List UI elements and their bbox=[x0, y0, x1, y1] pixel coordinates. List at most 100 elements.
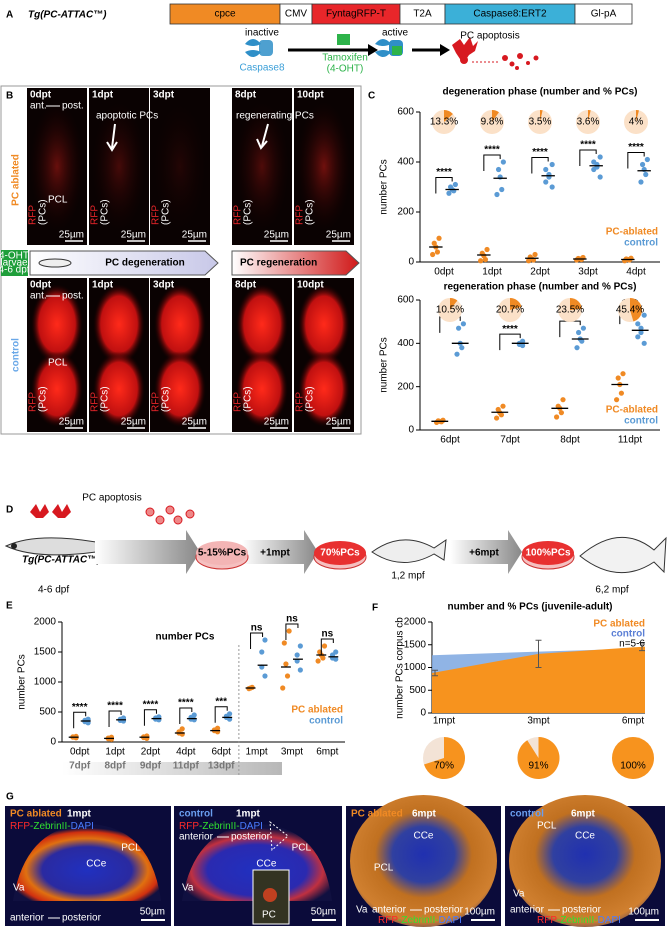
data-point bbox=[456, 325, 462, 331]
time-label: 1mpt bbox=[236, 809, 261, 820]
stain-label: RFP-ZebrinII-DAPI bbox=[10, 821, 94, 832]
panel-label: A bbox=[6, 10, 13, 21]
time-label: 6mpt bbox=[571, 809, 596, 820]
time-label: 1mpt bbox=[67, 809, 92, 820]
larva-eye bbox=[11, 543, 17, 549]
stain-part: -ZebrinII- bbox=[557, 915, 598, 926]
brain-section bbox=[182, 824, 332, 901]
larva-icon bbox=[38, 258, 72, 268]
data-point bbox=[294, 652, 300, 658]
pie-label: 9.8% bbox=[481, 117, 504, 128]
significance-bracket bbox=[285, 623, 299, 640]
rfp-signal bbox=[298, 350, 350, 427]
stage-label: 70%PCs bbox=[320, 548, 360, 559]
stage-label: PC degeneration bbox=[105, 258, 184, 269]
larva-icon bbox=[4, 537, 100, 556]
stage-arrow bbox=[242, 530, 318, 574]
legend-label: PC-ablated bbox=[606, 227, 658, 238]
arrow-head bbox=[440, 44, 450, 56]
data-point bbox=[549, 161, 555, 168]
brain-section bbox=[509, 795, 661, 927]
age-label: 7dpf bbox=[69, 761, 91, 772]
channel-label: RFP bbox=[90, 392, 101, 412]
scale-label: 25µm bbox=[182, 417, 207, 428]
pie-slice bbox=[540, 109, 543, 122]
data-point bbox=[459, 345, 465, 351]
stain-part: DAPI bbox=[71, 821, 94, 832]
pie-slice bbox=[492, 110, 499, 122]
data-point bbox=[526, 258, 532, 264]
channel-label: (PCs) bbox=[243, 386, 254, 412]
rfp-signal bbox=[236, 284, 288, 365]
age-label: 1,2 mpf bbox=[391, 571, 425, 582]
scale-label: 50µm bbox=[140, 907, 165, 918]
orientation: posterior bbox=[424, 905, 464, 916]
channel-label: RFP bbox=[233, 392, 244, 412]
region-label: CCe bbox=[86, 859, 106, 870]
rfp-signal bbox=[92, 101, 146, 232]
data-point bbox=[614, 397, 620, 403]
y-tick-label: 500 bbox=[39, 707, 56, 718]
channel-label: RFP bbox=[295, 392, 306, 412]
data-point bbox=[635, 321, 641, 327]
error-bar bbox=[639, 641, 645, 652]
significance-bracket bbox=[143, 709, 157, 726]
x-tick-label: 3dpt bbox=[578, 267, 598, 278]
significance-bracket bbox=[627, 152, 645, 169]
y-tick-label: 400 bbox=[397, 338, 414, 349]
significance-label: *** bbox=[215, 696, 227, 707]
stain-part: DAPI bbox=[439, 915, 462, 926]
pie-label: 23.5% bbox=[556, 305, 584, 316]
pie-label: 3.5% bbox=[529, 117, 552, 128]
channel-label: RFP bbox=[151, 392, 162, 412]
apoptotic-fragment bbox=[173, 515, 183, 525]
legend-label: control bbox=[309, 716, 343, 727]
y-axis-label: number PCs bbox=[17, 654, 28, 710]
region-label: Va bbox=[513, 889, 525, 900]
significance-bracket bbox=[435, 177, 453, 194]
panel-label: D bbox=[6, 505, 13, 516]
row-label: PC ablated bbox=[11, 154, 22, 206]
data-point bbox=[560, 397, 566, 403]
caspase-icon bbox=[375, 39, 391, 57]
pie-label: 100% bbox=[620, 761, 646, 772]
x-tick-label: 6mpt bbox=[316, 747, 338, 758]
group-label: control bbox=[510, 809, 544, 820]
channel-label: RFP bbox=[151, 205, 162, 225]
group-label: control bbox=[179, 809, 213, 820]
pie-label: 45.4% bbox=[616, 305, 644, 316]
significance-label: **** bbox=[484, 145, 500, 156]
significance-bracket bbox=[214, 706, 228, 723]
pc-neurons bbox=[30, 504, 71, 518]
data-point bbox=[321, 643, 328, 649]
scale-label: 25µm bbox=[264, 230, 289, 241]
scale-label: 25µm bbox=[326, 230, 351, 241]
chart-title: degeneration phase (number and % PCs) bbox=[442, 87, 637, 98]
brain-section bbox=[13, 824, 161, 901]
error-bar bbox=[432, 669, 438, 677]
data-point bbox=[286, 628, 292, 634]
stain-part: DAPI bbox=[240, 821, 263, 832]
channel-label: (PCs) bbox=[100, 386, 111, 412]
data-point bbox=[549, 184, 555, 190]
significance-bracket bbox=[73, 711, 87, 729]
rfp-signal bbox=[93, 284, 145, 365]
data-point bbox=[641, 312, 647, 318]
stain-part: RFP bbox=[10, 821, 30, 832]
scale-label: 25µm bbox=[59, 230, 84, 241]
data-point bbox=[259, 649, 265, 655]
orientation: post. bbox=[62, 101, 84, 112]
y-axis-label: number PCs bbox=[379, 337, 390, 393]
pie-label: 91% bbox=[528, 761, 548, 772]
scale-label: 25µm bbox=[121, 417, 146, 428]
construct-segment bbox=[574, 3, 633, 25]
x-tick-label: 11dpt bbox=[618, 435, 643, 446]
chart-title: regeneration phase (number and % PCs) bbox=[444, 282, 637, 293]
pie-label: 3.6% bbox=[577, 117, 600, 128]
data-point bbox=[499, 186, 505, 193]
data-point bbox=[333, 656, 339, 662]
data-point bbox=[460, 321, 466, 327]
x-tick-label: 6dpt bbox=[440, 435, 460, 446]
significance-bracket bbox=[499, 333, 521, 351]
